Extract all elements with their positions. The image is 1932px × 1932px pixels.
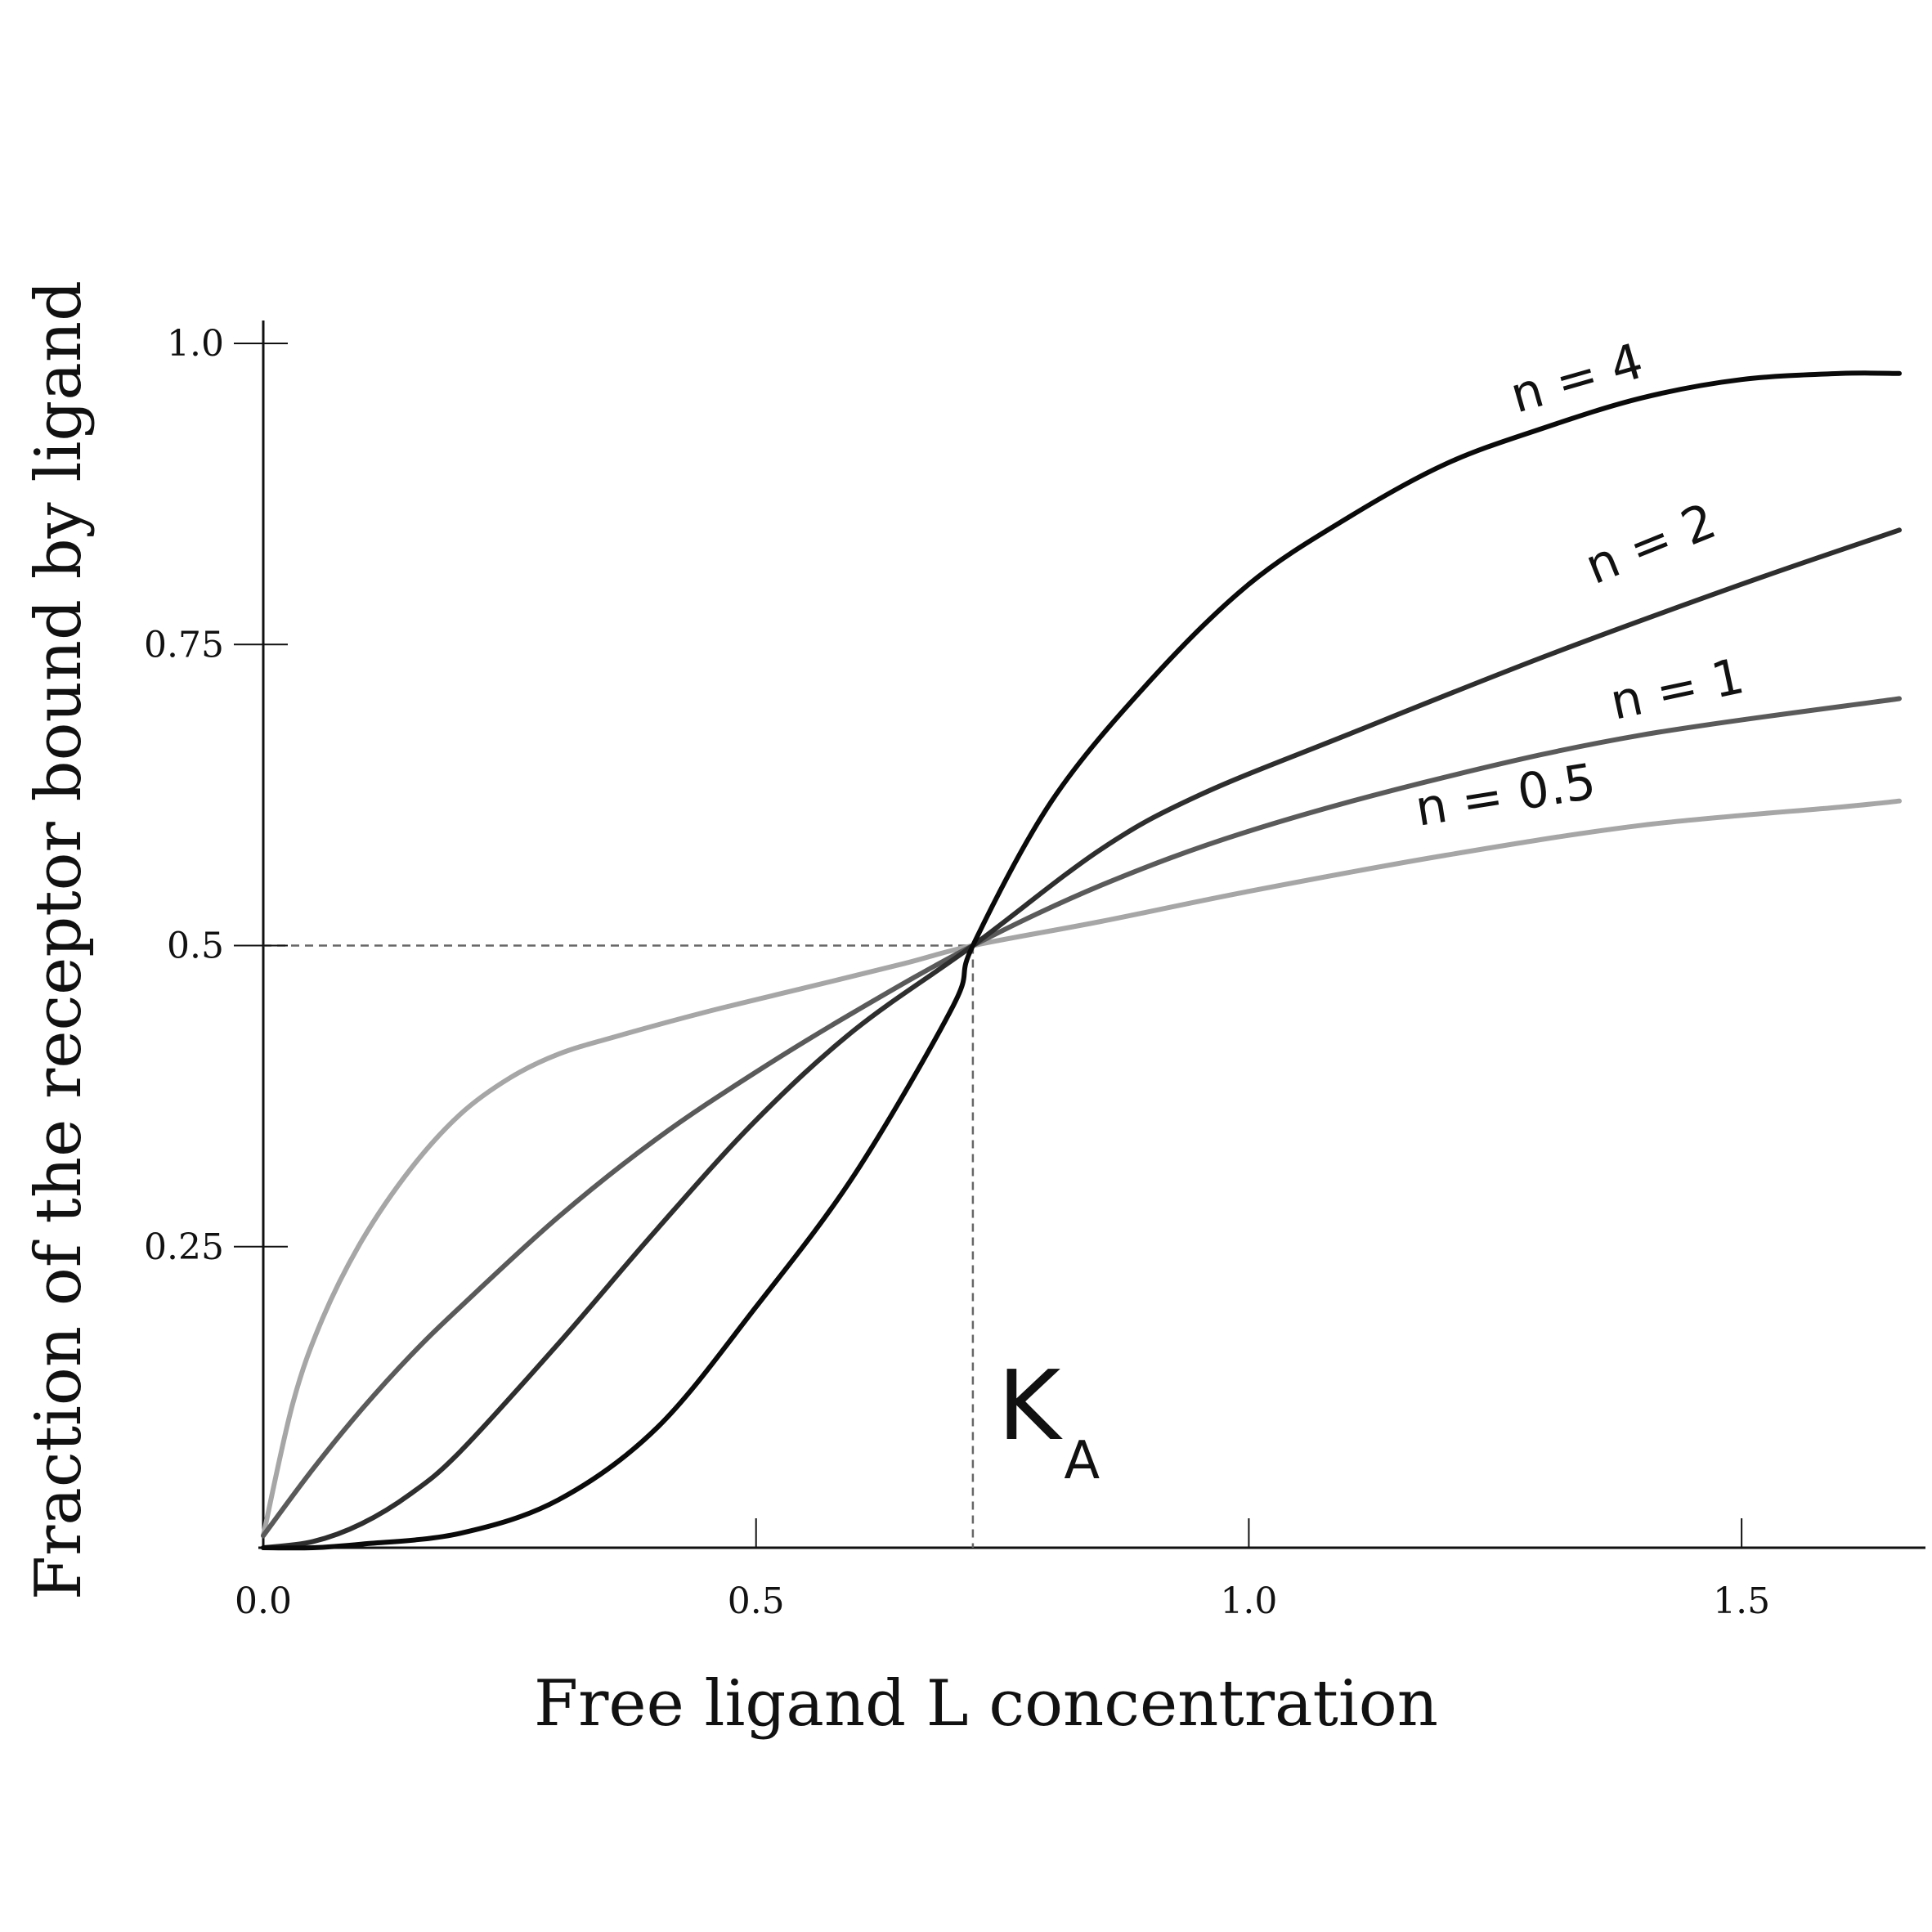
y-ticks: 0.25 0.5 0.75 1.0	[144, 323, 288, 1268]
reference-guides	[263, 944, 975, 1548]
y-tick-label: 0.75	[144, 624, 224, 666]
series-line	[261, 370, 1902, 1551]
y-tick-label: 0.5	[167, 926, 224, 967]
series-label: n = 0.5	[1411, 753, 1599, 838]
series-line	[261, 696, 1902, 1539]
x-tick-label: 1.0	[1220, 1580, 1277, 1622]
series-line	[261, 798, 1902, 1539]
reference-label-main: K	[997, 1349, 1063, 1462]
y-tick-label: 0.25	[144, 1226, 224, 1268]
x-axis-title: Free ligand L concentration	[534, 1667, 1438, 1741]
series-line	[261, 527, 1902, 1550]
axes	[258, 321, 1925, 1549]
y-tick-label: 1.0	[167, 323, 224, 365]
series-group	[261, 370, 1902, 1551]
series-label: n = 2	[1577, 492, 1724, 596]
x-tick-label: 0.5	[728, 1580, 785, 1622]
x-tick-label: 1.5	[1713, 1580, 1770, 1622]
series-label: n = 1	[1606, 648, 1750, 732]
y-axis-title: Fraction of the receptor bound by ligand	[22, 280, 96, 1600]
x-tick-label: 0.0	[235, 1580, 292, 1622]
reference-label-subscript: A	[1064, 1431, 1100, 1491]
series-label: n = 4	[1504, 333, 1650, 425]
series-labels: n = 0.5n = 1 n = 2 n = 4	[1411, 333, 1749, 838]
reference-label: KA	[997, 1349, 1100, 1491]
x-ticks: 0.0 0.5 1.0 1.5	[235, 1518, 1770, 1622]
